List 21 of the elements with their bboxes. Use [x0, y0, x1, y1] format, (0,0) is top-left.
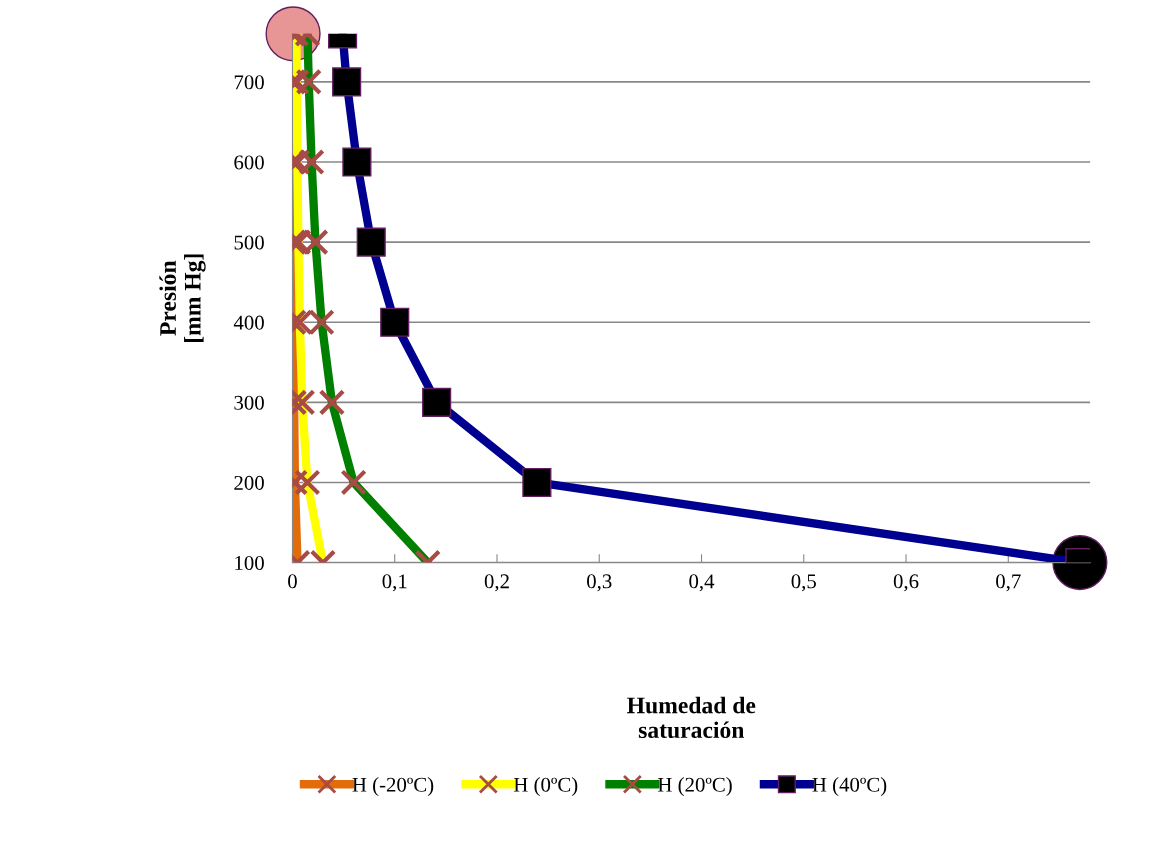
legend-label: H (20ºC): [657, 777, 732, 796]
legend-label: H (-20ºC): [352, 777, 434, 796]
y-tick-label: 100: [235, 555, 264, 571]
x-tick-label: 0,5: [791, 574, 816, 592]
x-tick-label: 0,3: [587, 574, 612, 592]
x-tick-label: 0,7: [996, 574, 1021, 592]
x-tick-label: 0,2: [484, 574, 509, 592]
y-tick-label: 700: [234, 75, 264, 90]
y-tick-label: 600: [234, 155, 264, 170]
y-tick-label: 300: [234, 395, 264, 410]
x-tick-label: 0,4: [689, 574, 715, 592]
y-tick-label: 500: [234, 235, 264, 250]
x-tick-label: 0,1: [382, 574, 407, 592]
x-tick-label: 0,6: [893, 574, 919, 592]
x-tick-label: 0: [288, 574, 297, 589]
y-tick-label: 200: [234, 475, 264, 490]
y-tick-label: 400: [233, 315, 264, 330]
legend-label: H (40ºC): [812, 777, 887, 796]
x-axis-title: Humedad de saturación: [627, 696, 756, 739]
legend-label: H (0ºC): [513, 777, 578, 796]
y-axis-title: Presión [mm Hg]: [159, 254, 206, 343]
